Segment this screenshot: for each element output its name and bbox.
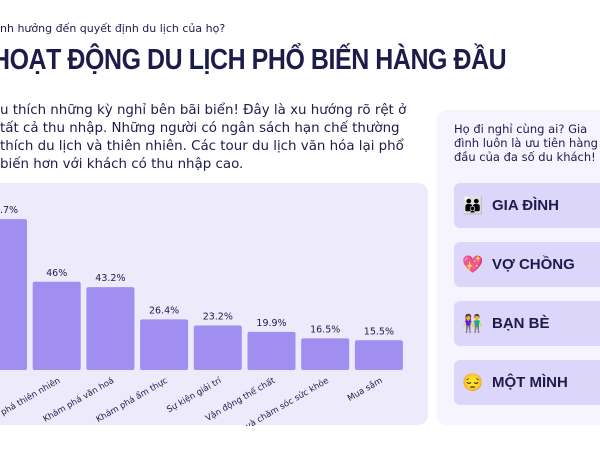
bar — [193, 325, 242, 370]
bar — [86, 287, 135, 370]
option-icon: 👫 — [462, 313, 484, 333]
value-label: 15.5% — [364, 326, 394, 337]
option-icon: 😔 — [462, 372, 484, 392]
value-label: 78.7% — [0, 205, 18, 216]
option-button[interactable]: 👫 BẠN BÈ — [454, 301, 600, 346]
bar — [301, 338, 350, 370]
option-button[interactable]: 👪 GIA ĐÌNH — [454, 183, 600, 228]
bar — [354, 340, 403, 370]
option-label: GIA ĐÌNH — [492, 197, 559, 214]
option-icon: 💖 — [462, 254, 484, 274]
bar — [32, 281, 81, 370]
option-icon: 👪 — [462, 195, 484, 215]
value-label: 26.4% — [149, 305, 179, 316]
value-label: 43.2% — [95, 273, 125, 284]
title: HOẠT ĐỘNG DU LỊCH PHỔ BIẾN HÀNG ĐẦU — [0, 44, 507, 76]
bar — [247, 331, 296, 370]
bar — [0, 219, 27, 370]
side-text: Họ đi nghỉ cùng ai? Gia đình luôn là ưu … — [454, 122, 598, 164]
option-label: MỘT MÌNH — [492, 374, 568, 391]
value-label: 23.2% — [203, 312, 233, 323]
option-button[interactable]: 💖 VỢ CHỒNG — [454, 242, 600, 287]
value-label: 46% — [46, 268, 67, 279]
option-label: VỢ CHỒNG — [492, 256, 575, 273]
option-button[interactable]: 😔 MỘT MÌNH — [454, 360, 600, 405]
bar — [140, 319, 189, 370]
value-label: 19.9% — [256, 318, 286, 329]
option-label: BẠN BÈ — [492, 315, 550, 332]
paragraph: u thích những kỳ nghỉ bên bãi biển! Đây … — [0, 103, 407, 172]
side-panel: Họ đi nghỉ cùng ai? Gia đình luôn là ưu … — [437, 110, 600, 425]
question: nh hưởng đến quyết định du lịch của họ? — [0, 22, 226, 35]
value-label: 16.5% — [310, 324, 340, 335]
